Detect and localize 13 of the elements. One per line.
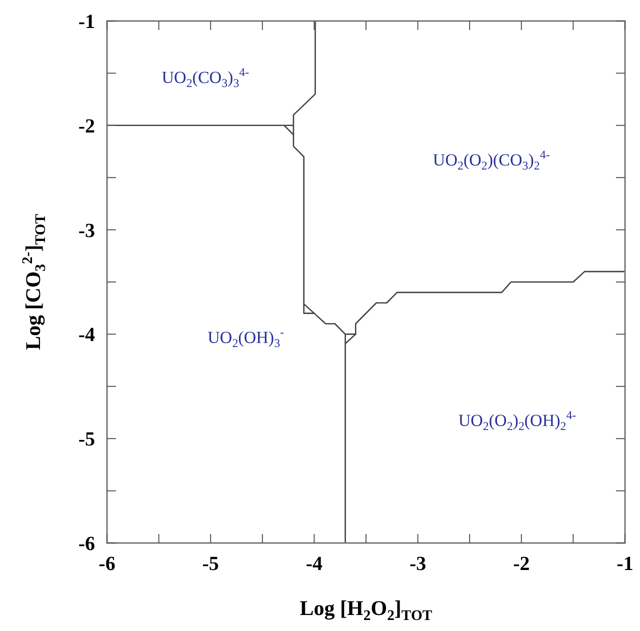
x-tick-label: -2: [513, 553, 530, 575]
x-axis-title: Log [H$_{2}$O$_{2}$]$_{TOT}$: [300, 596, 432, 624]
y-tick-label: -4: [78, 324, 95, 346]
y-tick-label: -5: [78, 428, 95, 451]
y-tick-label: -1: [78, 11, 95, 33]
y-tick-label: -6: [78, 533, 95, 555]
x-tick-label: -1: [616, 553, 634, 575]
x-tick-label: -5: [202, 553, 219, 575]
x-tick-label: -6: [98, 553, 116, 575]
x-tick-label: -3: [409, 553, 426, 575]
y-tick-label: -2: [78, 115, 95, 138]
x-tick-label: -4: [306, 553, 323, 575]
y-tick-label: -3: [78, 220, 95, 242]
